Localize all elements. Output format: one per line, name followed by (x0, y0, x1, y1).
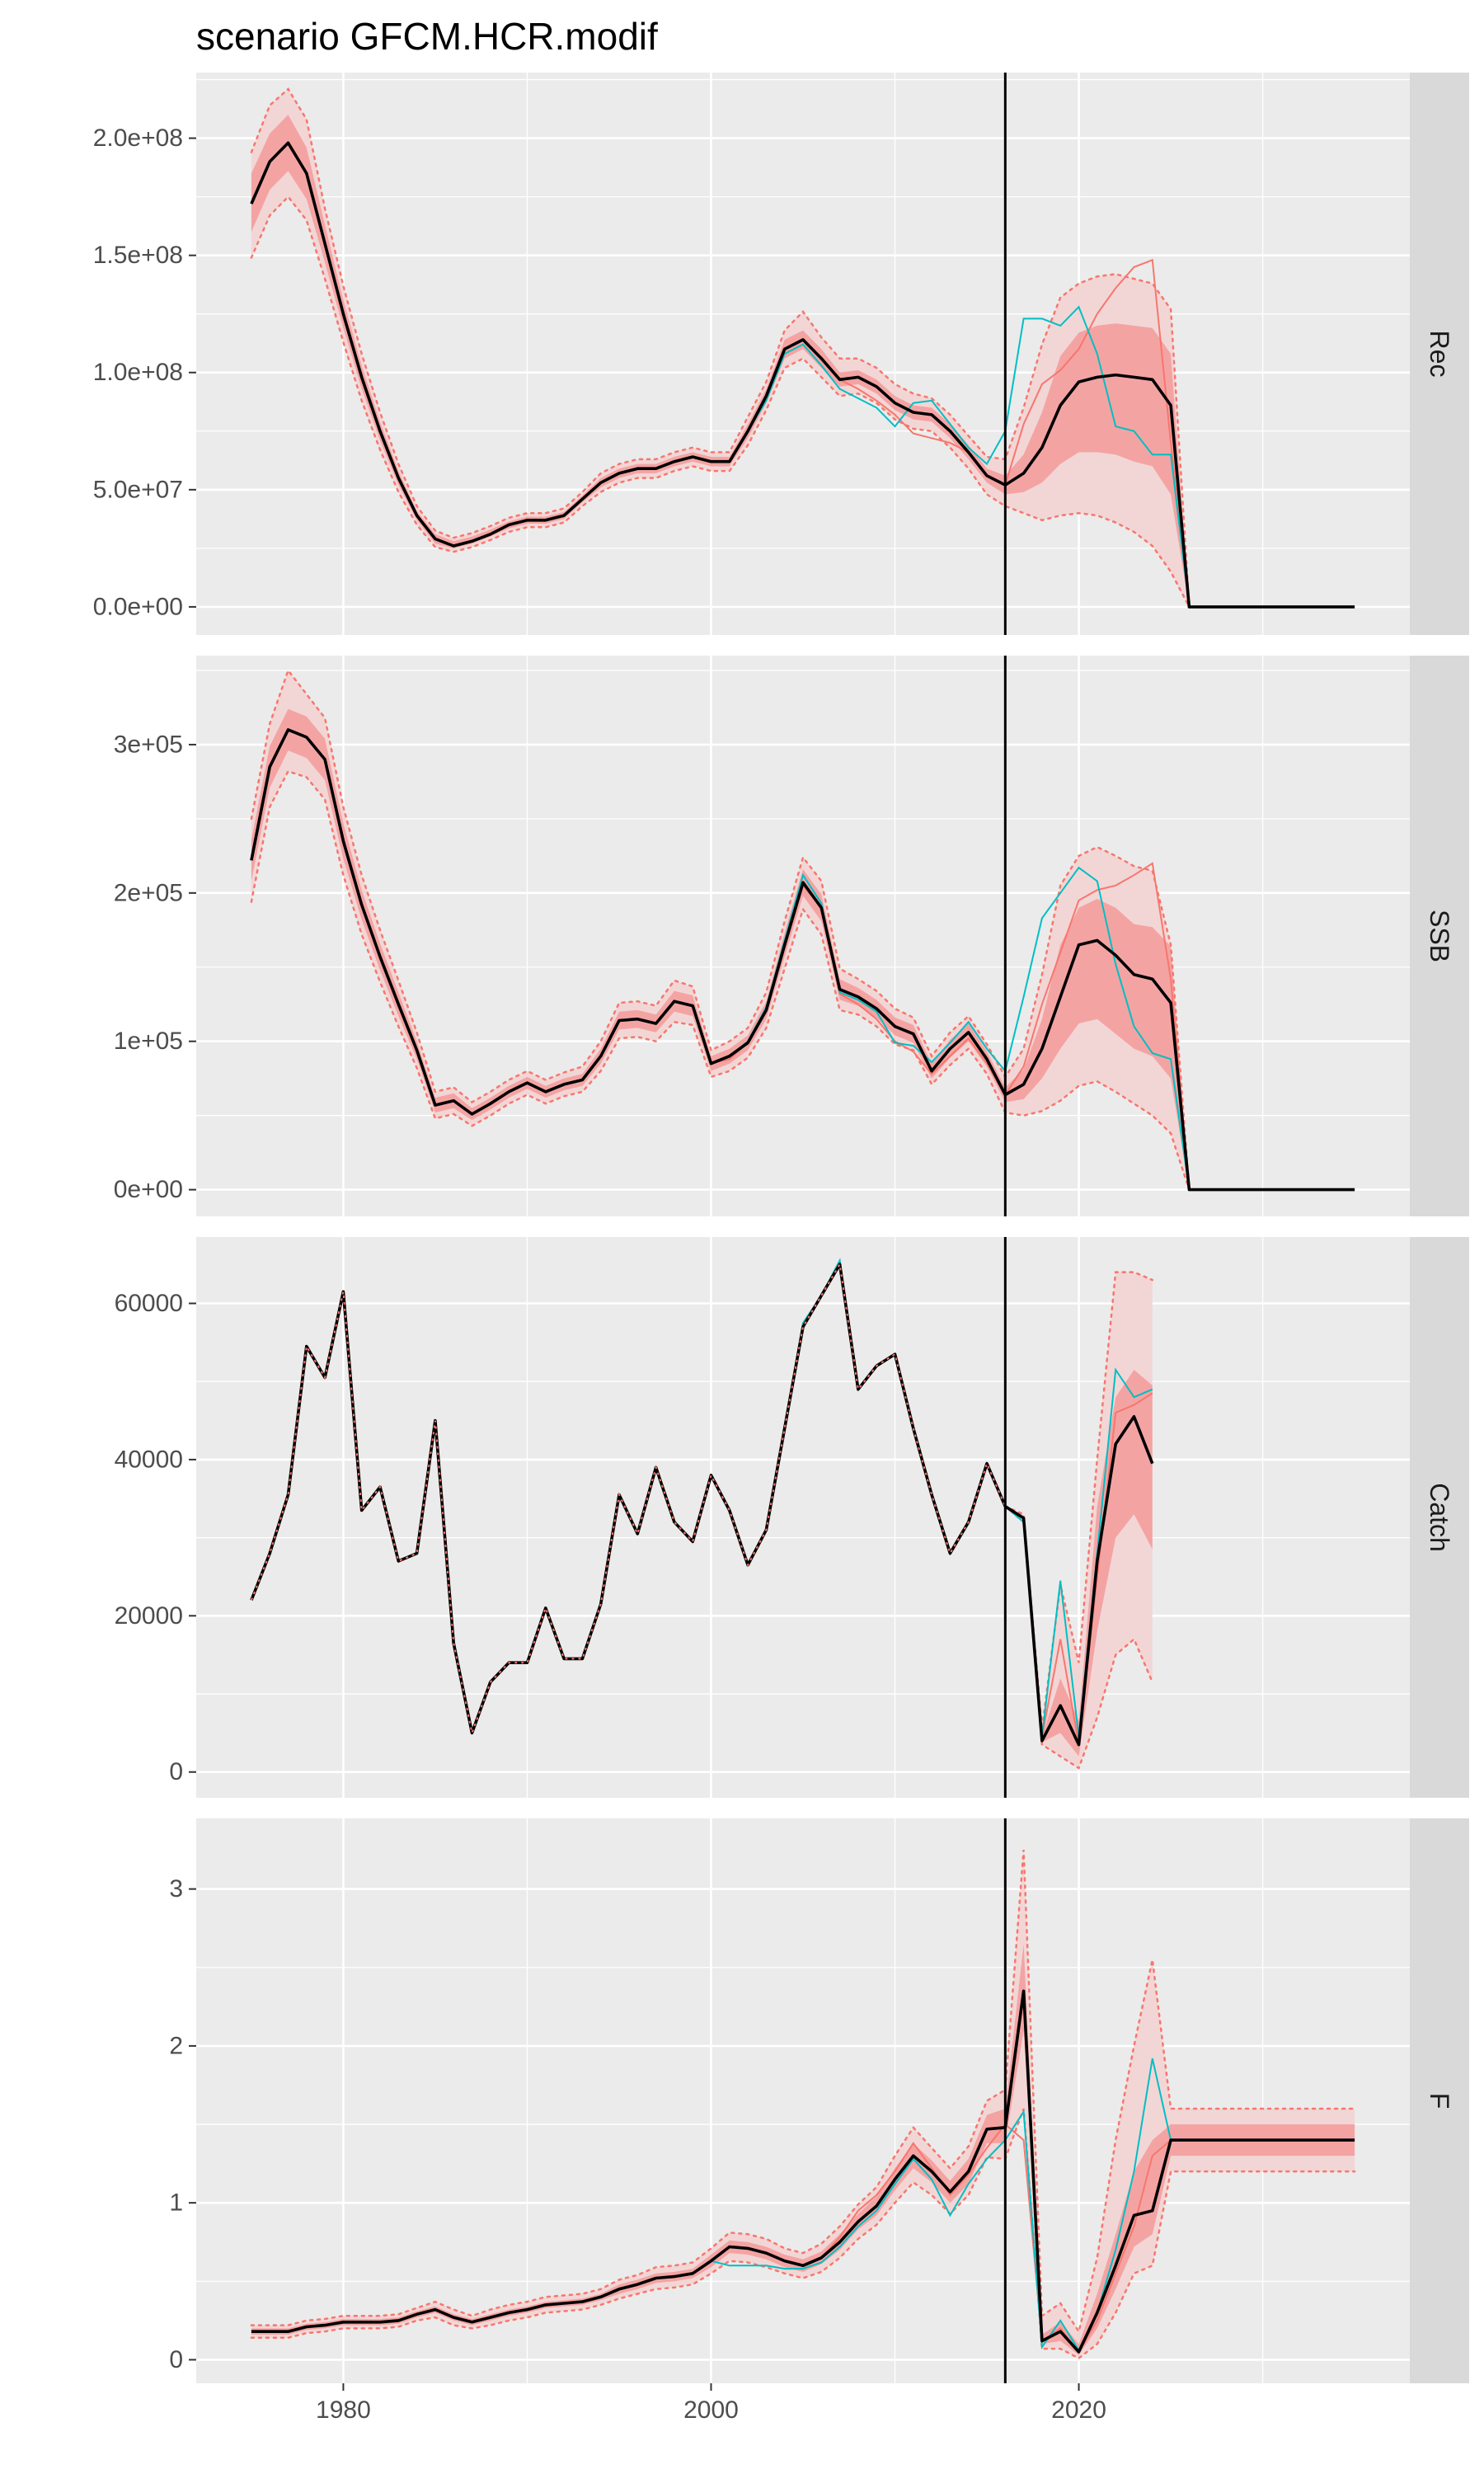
facet-strip-label: Catch (1425, 1483, 1454, 1552)
y-tick-label: 2e+05 (114, 879, 183, 906)
band-lower-edge (250, 195, 1190, 609)
facet-strip (1410, 1237, 1469, 1798)
x-tick-label: 2020 (1051, 2396, 1106, 2424)
y-tick-label: 40000 (115, 1446, 183, 1473)
y-tick-label: 0.0e+00 (93, 593, 183, 620)
band-upper-edge (250, 668, 1190, 1191)
y-tick-label: 1.0e+08 (93, 359, 183, 386)
band-inner (1005, 1370, 1153, 1757)
panel-background (196, 1237, 1410, 1798)
facet-strip (1410, 73, 1469, 635)
y-tick-label: 5.0e+07 (93, 476, 183, 503)
chart-panels: Rec 0.0e+00 5.0e+07 1.0e+08 1.5e+08 2.0e+08 SS… (93, 73, 1469, 2383)
band-outer (1005, 1272, 1153, 1768)
median-line (250, 728, 1355, 1192)
median-line (250, 141, 1355, 609)
facet-strip-label: Rec (1425, 331, 1454, 378)
y-tick-label: 1.5e+08 (93, 242, 183, 269)
y-tick-label: 3 (169, 1875, 183, 1903)
facet-strip-label: F (1425, 2093, 1454, 2109)
y-tick-label: 0 (169, 1758, 183, 1785)
median-line (251, 1989, 1355, 2354)
band-outer (251, 1850, 1355, 2359)
panel-background (196, 1818, 1410, 2383)
chart-title: scenario GFCM.HCR.modif (196, 15, 658, 58)
band-lower-edge (250, 769, 1190, 1191)
y-tick-label: 20000 (115, 1602, 183, 1630)
y-tick-label: 60000 (115, 1290, 183, 1317)
panel-f: F 0 1 2 3 (169, 1818, 1469, 2383)
x-axis: 1980 2000 2020 (316, 2383, 1106, 2424)
band-upper-edge (250, 1850, 1356, 2335)
panel-ssb: SSB 0e+00 1e+05 2e+05 3e+05 (114, 656, 1469, 1216)
facet-strip-label: SSB (1425, 910, 1454, 962)
y-tick-label: 2 (169, 2032, 183, 2059)
panel-rec: Rec 0.0e+00 5.0e+07 1.0e+08 1.5e+08 2.0e+08 (93, 73, 1469, 635)
iteration-line-2 (711, 305, 1355, 608)
y-tick-label: 0 (169, 2346, 183, 2373)
panel-catch: Catch 0 20000 40000 60000 (115, 1237, 1469, 1798)
band-upper-edge (250, 87, 1190, 609)
x-tick-label: 1980 (316, 2396, 371, 2424)
y-tick-label: 0e+00 (114, 1176, 183, 1203)
facet-strip (1410, 1818, 1469, 2383)
panel-background (196, 656, 1410, 1216)
y-tick-label: 2.0e+08 (93, 125, 183, 152)
iteration-line-2 (711, 866, 1355, 1191)
y-tick-label: 1e+05 (114, 1028, 183, 1055)
x-tick-label: 2000 (683, 2396, 739, 2424)
facet-strip (1410, 656, 1469, 1216)
y-tick-label: 1 (169, 2189, 183, 2217)
y-tick-label: 3e+05 (114, 731, 183, 758)
